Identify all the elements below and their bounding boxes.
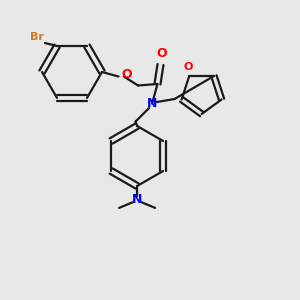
Text: O: O — [157, 47, 167, 60]
Text: O: O — [183, 62, 192, 72]
Text: O: O — [121, 68, 131, 82]
Text: N: N — [147, 97, 157, 110]
Text: N: N — [132, 193, 142, 206]
Text: Br: Br — [30, 32, 44, 41]
